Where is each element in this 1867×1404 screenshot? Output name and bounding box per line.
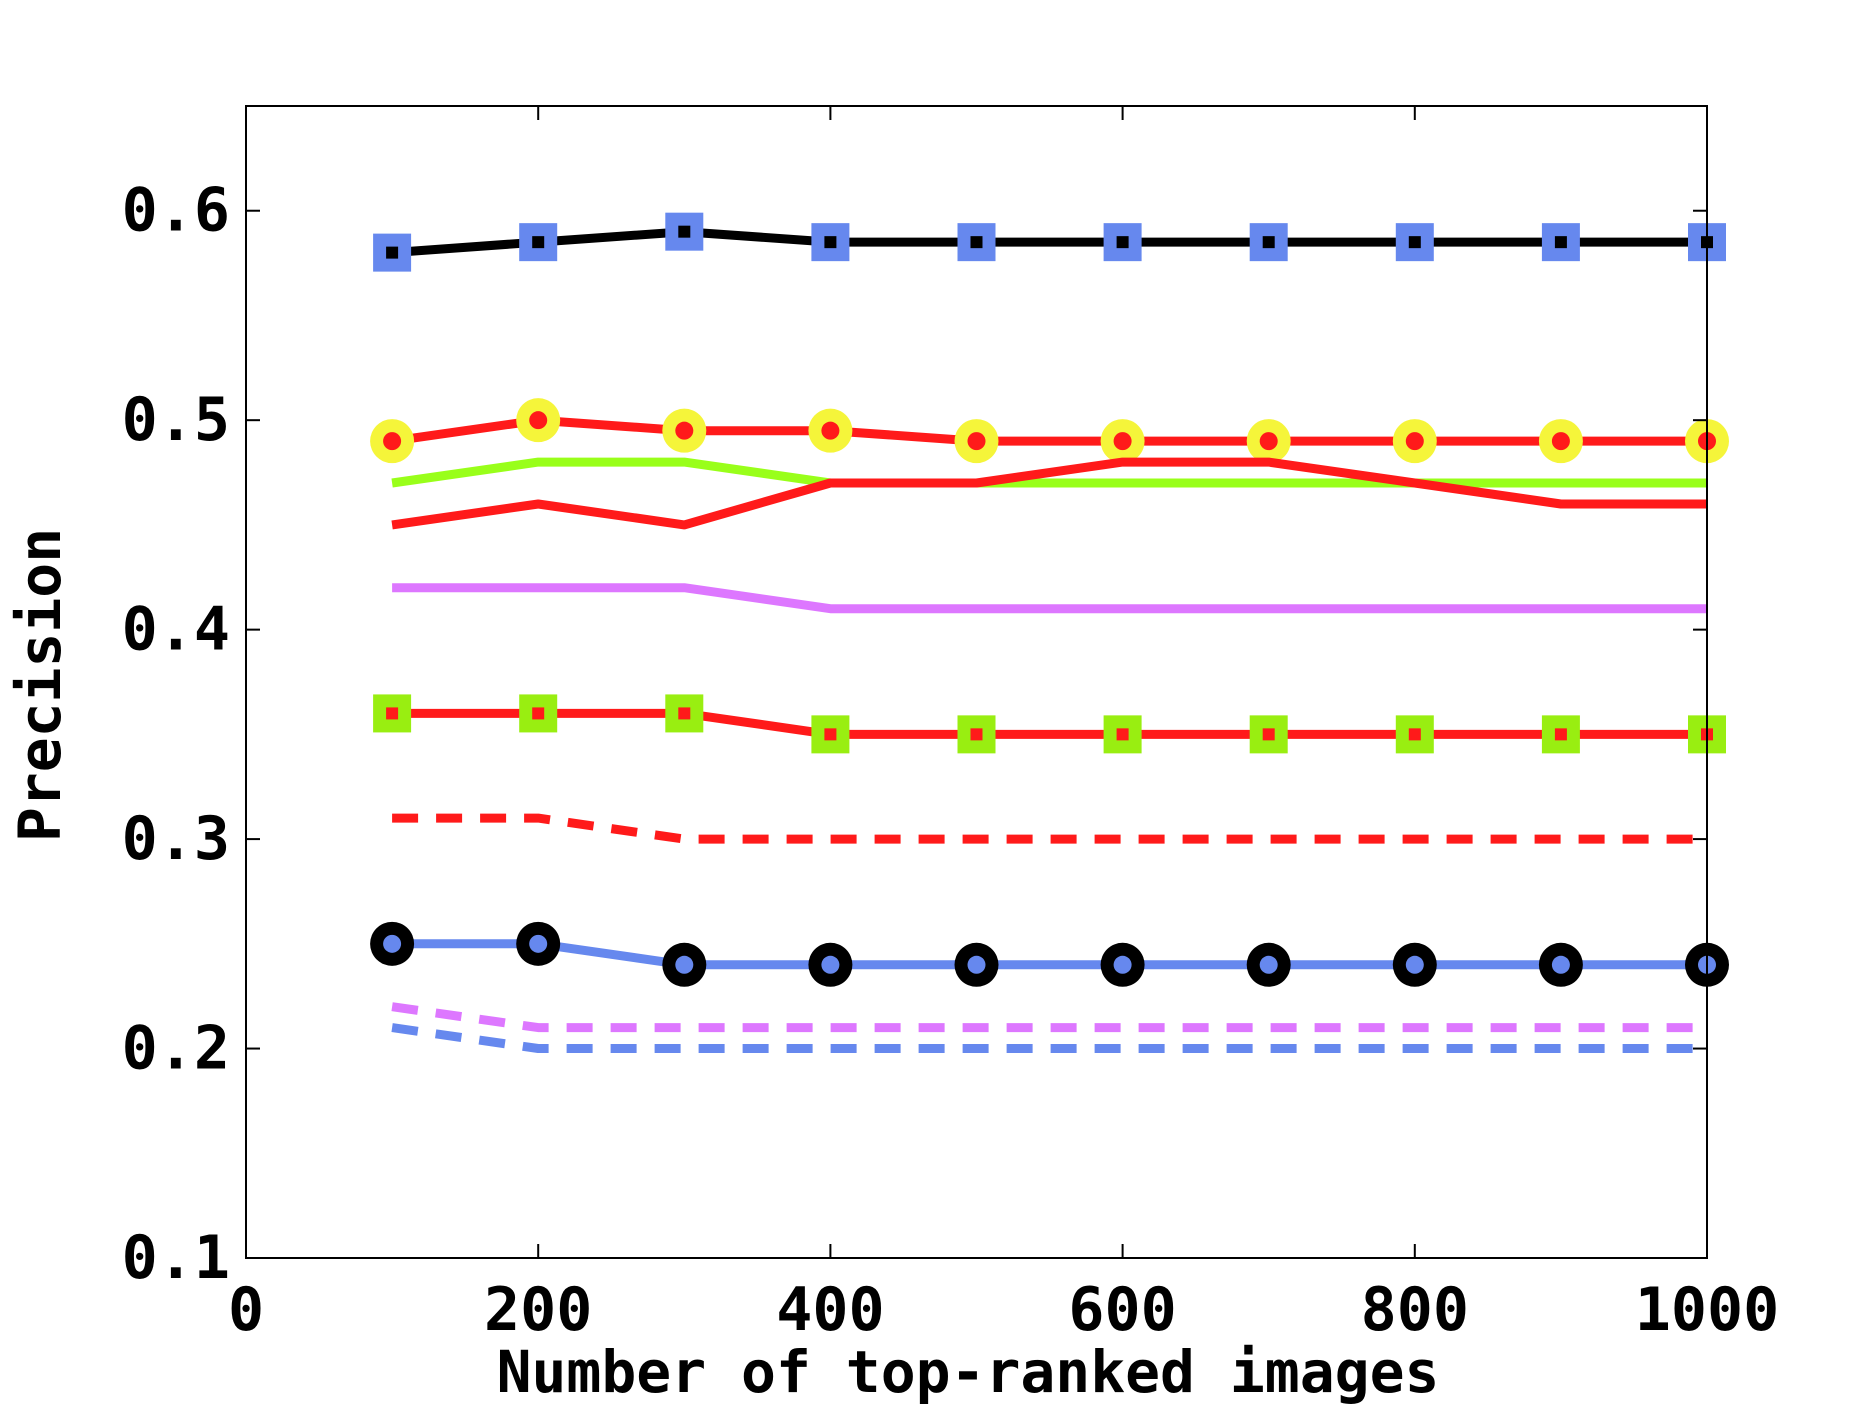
circle-marker-center xyxy=(967,432,986,451)
circle-marker-center xyxy=(1259,955,1278,974)
x-tick-label: 400 xyxy=(776,1275,884,1345)
circle-marker-center xyxy=(821,955,840,974)
circle-marker-center xyxy=(1551,432,1570,451)
series-5-line xyxy=(392,583,1707,614)
circle-marker-center xyxy=(1405,955,1424,974)
x-tick-label: 0 xyxy=(228,1275,264,1345)
square-marker-center xyxy=(1116,728,1129,741)
square-marker-center xyxy=(1554,236,1567,249)
series-4-line xyxy=(391,457,1707,530)
y-tick-label: 0.1 xyxy=(122,1223,230,1293)
square-marker-center xyxy=(970,728,983,741)
series-1-line xyxy=(391,227,1707,258)
axis-ticks: 0 200 400 600 800 1000 0.1 0.2 0.3 0.4 0.5 0.6 xyxy=(122,106,1780,1345)
square-marker-center xyxy=(1408,728,1421,741)
x-tick-label: 1000 xyxy=(1635,1275,1780,1345)
square-marker-center xyxy=(678,225,691,238)
x-tick-label: 800 xyxy=(1361,1275,1469,1345)
y-axis-title: Precision xyxy=(6,528,74,842)
square-marker-center xyxy=(824,728,837,741)
x-tick-label: 600 xyxy=(1068,1275,1176,1345)
series-10-line xyxy=(391,1023,1707,1053)
y-tick-label: 0.5 xyxy=(122,385,230,455)
y-tick-label: 0.2 xyxy=(122,1014,230,1084)
series-layer xyxy=(370,212,1729,1053)
series-6-line xyxy=(392,708,1707,739)
y-tick-label: 0.3 xyxy=(122,804,230,874)
y-tick-label: 0.6 xyxy=(122,176,230,246)
circle-marker-center xyxy=(1259,432,1278,451)
square-marker-center xyxy=(1554,728,1567,741)
circle-marker-center xyxy=(1113,432,1132,451)
circle-marker-center xyxy=(529,411,548,430)
square-marker-center xyxy=(1116,236,1129,249)
square-marker-center xyxy=(386,707,399,720)
square-marker-center xyxy=(678,707,691,720)
circle-marker-center xyxy=(383,432,402,451)
series-9-line xyxy=(391,1002,1707,1033)
circle-marker-center xyxy=(383,934,402,953)
series-2-line xyxy=(391,415,1707,446)
series-10 xyxy=(391,1023,1707,1053)
square-marker-center xyxy=(532,707,545,720)
square-marker-center xyxy=(386,246,399,259)
circle-marker-center xyxy=(529,934,548,953)
circle-marker-center xyxy=(1551,955,1570,974)
series-8 xyxy=(370,921,1729,987)
series-3-line xyxy=(391,457,1707,488)
series-5 xyxy=(392,583,1707,614)
square-marker-center xyxy=(1408,236,1421,249)
series-6 xyxy=(373,694,1726,754)
x-tick-label: 200 xyxy=(484,1275,592,1345)
circle-marker-center xyxy=(821,421,840,440)
series-9 xyxy=(391,1002,1707,1033)
y-tick-label: 0.4 xyxy=(122,595,230,665)
plot-area-frame xyxy=(245,105,1708,1259)
circle-marker-center xyxy=(1113,955,1132,974)
series-3 xyxy=(391,457,1707,488)
series-1 xyxy=(373,212,1726,272)
circle-marker-center xyxy=(1405,432,1424,451)
x-axis-title: Number of top-ranked images xyxy=(497,1338,1440,1404)
square-marker-center xyxy=(1262,236,1275,249)
series-2 xyxy=(370,398,1729,464)
square-marker-center xyxy=(532,236,545,249)
square-marker-center xyxy=(970,236,983,249)
square-marker-center xyxy=(824,236,837,249)
square-marker-center xyxy=(1262,728,1275,741)
circle-marker-center xyxy=(675,955,694,974)
series-4 xyxy=(391,457,1707,530)
circle-marker-center xyxy=(967,955,986,974)
series-8-line xyxy=(392,939,1707,970)
circle-marker-center xyxy=(675,421,694,440)
